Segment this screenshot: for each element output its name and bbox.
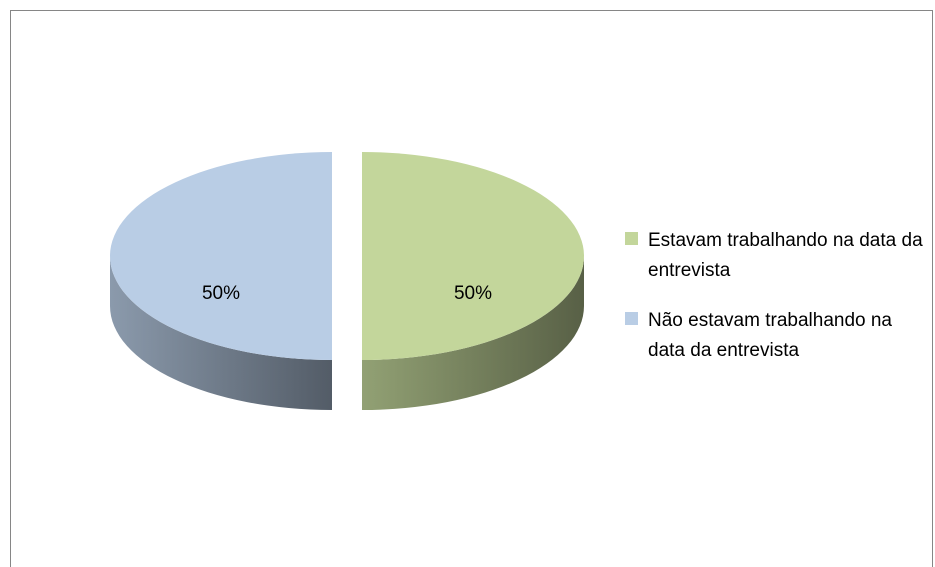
slice-side bbox=[362, 256, 584, 410]
legend-label: Não estavam trabalhando na data da entre… bbox=[648, 310, 892, 361]
slice-side bbox=[110, 256, 332, 410]
legend-swatch bbox=[625, 312, 638, 325]
slice bbox=[362, 152, 584, 360]
data-label: 50% bbox=[454, 283, 492, 304]
legend-swatch bbox=[625, 232, 638, 245]
legend: Estavam trabalhando na data da entrevist… bbox=[625, 226, 925, 386]
chart-frame bbox=[10, 10, 933, 567]
legend-label: Estavam trabalhando na data da entrevist… bbox=[648, 230, 923, 281]
slice bbox=[110, 152, 332, 360]
legend-item: Não estavam trabalhando na data da entre… bbox=[625, 306, 925, 366]
legend-item: Estavam trabalhando na data da entrevist… bbox=[625, 226, 925, 286]
data-label: 50% bbox=[202, 283, 240, 304]
